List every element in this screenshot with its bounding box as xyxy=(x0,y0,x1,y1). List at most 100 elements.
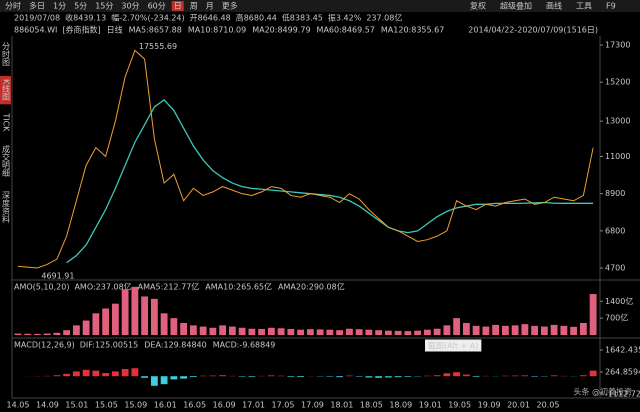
legend-text: AMA20:290.08亿 xyxy=(278,282,345,292)
macd-bar xyxy=(287,376,295,377)
chart-title: 886054.WI xyxy=(14,26,57,35)
volume-bar xyxy=(511,325,519,335)
x-tick-label: 18.01 xyxy=(330,401,353,410)
tab[interactable]: 周 xyxy=(190,2,198,11)
price-line xyxy=(66,99,594,264)
watermark: 头条 @初善投资 xyxy=(573,387,632,397)
sidebar-tab[interactable]: 分时图 xyxy=(2,42,11,67)
volume-bar xyxy=(33,333,41,335)
legend-text: MACD:-9.68849 xyxy=(213,341,276,350)
volume-bar xyxy=(423,329,431,335)
chart-subtitle: 2014/04/22-2020/07/09(1516日) xyxy=(468,26,598,35)
x-tick-label: 16.09 xyxy=(213,401,236,410)
legend-text: [券商指数] xyxy=(62,25,100,35)
volume-bar xyxy=(267,327,275,335)
macd-bar xyxy=(131,368,139,377)
volume-bar xyxy=(43,333,51,335)
quote-text: 收8439.13 xyxy=(65,13,106,23)
macd-bar xyxy=(82,369,90,377)
tab[interactable]: 5分 xyxy=(74,2,87,11)
volume-bar xyxy=(238,327,246,335)
macd-bar xyxy=(579,375,587,377)
macd-bar xyxy=(150,376,158,386)
volume-bar xyxy=(394,330,402,335)
volume-bar xyxy=(540,326,548,335)
tab[interactable]: 分时 xyxy=(5,1,21,11)
macd-bar xyxy=(267,375,275,377)
volume-bar xyxy=(219,325,227,335)
volume-bar xyxy=(24,333,32,335)
legend-text: MA5:8657.88 xyxy=(129,26,182,35)
volume-bar xyxy=(365,329,373,335)
macd-bar xyxy=(63,373,71,377)
volume-bar xyxy=(277,328,285,335)
volume-bar xyxy=(121,289,129,335)
macd-bar xyxy=(472,376,480,377)
volume-bar xyxy=(472,325,480,335)
volume-bar xyxy=(550,324,558,335)
macd-bar xyxy=(521,375,529,377)
tab[interactable]: 60分 xyxy=(148,2,166,11)
legend-text: DIF:125.00515 xyxy=(80,341,138,350)
tool-button[interactable]: F9 xyxy=(606,2,616,11)
tool-button[interactable]: 工具 xyxy=(576,2,592,11)
quote-text: 低8383.45 xyxy=(282,13,323,23)
tab[interactable]: 更多 xyxy=(222,1,238,11)
sidebar-tab[interactable]: 深度资料 xyxy=(2,191,11,224)
y-tick-label: 264.8594 xyxy=(605,367,640,376)
sidebar-tab[interactable]: 成交明细 xyxy=(2,144,11,178)
volume-bar xyxy=(170,318,178,335)
x-tick-label: 17.09 xyxy=(301,401,324,410)
tab[interactable]: 月 xyxy=(206,2,214,11)
x-tick-label: 19.01 xyxy=(419,401,442,410)
tab[interactable]: 多日 xyxy=(29,1,45,11)
macd-bar xyxy=(443,373,451,377)
tab-active xyxy=(171,1,184,11)
x-tick-label: 17.05 xyxy=(272,401,295,410)
volume-bar xyxy=(150,298,158,335)
x-tick-label: 16.01 xyxy=(154,401,177,410)
quote-text: 幅-2.70%(-234.24) xyxy=(111,13,184,23)
legend-text: MA10:8710.09 xyxy=(188,26,246,35)
volume-bar xyxy=(306,329,314,335)
volume-bar xyxy=(570,326,578,335)
tooltip-bg xyxy=(425,339,482,352)
tab[interactable]: 日 xyxy=(174,2,182,11)
y-tick-label: 11000 xyxy=(605,152,630,161)
tab[interactable]: 15分 xyxy=(95,2,113,11)
volume-bar xyxy=(63,330,71,335)
macd-bar xyxy=(433,375,441,377)
sidebar-tab[interactable]: K线图 xyxy=(2,79,11,101)
macd-bar xyxy=(209,375,217,377)
y-tick-label: 17300 xyxy=(605,41,630,50)
volume-bar xyxy=(453,318,461,335)
volume-bar xyxy=(316,329,324,335)
x-tick-label: 20.05 xyxy=(537,401,560,410)
legend-text: MA60:8469.57 xyxy=(317,26,375,35)
x-tick-label: 19.05 xyxy=(448,401,471,410)
legend-text: MA20:8499.79 xyxy=(252,26,310,35)
volume-bar xyxy=(53,332,61,335)
tab[interactable]: 1分 xyxy=(53,2,66,11)
macd-bar xyxy=(248,376,256,377)
volume-bar xyxy=(501,325,509,335)
sidebar-tab[interactable]: TICK xyxy=(2,112,11,132)
macd-bar xyxy=(462,374,470,377)
legend-text: AMO:237.08亿 xyxy=(74,282,131,292)
y-tick-label: 8900 xyxy=(605,189,625,198)
volume-bar xyxy=(102,308,110,335)
tab[interactable]: 30分 xyxy=(121,2,139,11)
quote-text: 开8646.48 xyxy=(190,14,231,23)
volume-bar xyxy=(131,286,139,335)
volume-bar xyxy=(345,328,353,335)
tooltip: 截图(Alt + A) xyxy=(428,341,478,351)
x-tick-label: 14.09 xyxy=(36,401,59,410)
macd-bar xyxy=(102,373,110,377)
y-tick-label: 13000 xyxy=(605,117,630,126)
tool-button[interactable]: 复权 xyxy=(470,1,486,11)
x-tick-label: 18.09 xyxy=(389,401,412,410)
macd-bar xyxy=(394,376,402,378)
tool-button[interactable]: 画线 xyxy=(546,1,562,11)
volume-bar xyxy=(72,325,80,335)
tool-button[interactable]: 超级叠加 xyxy=(500,1,532,11)
